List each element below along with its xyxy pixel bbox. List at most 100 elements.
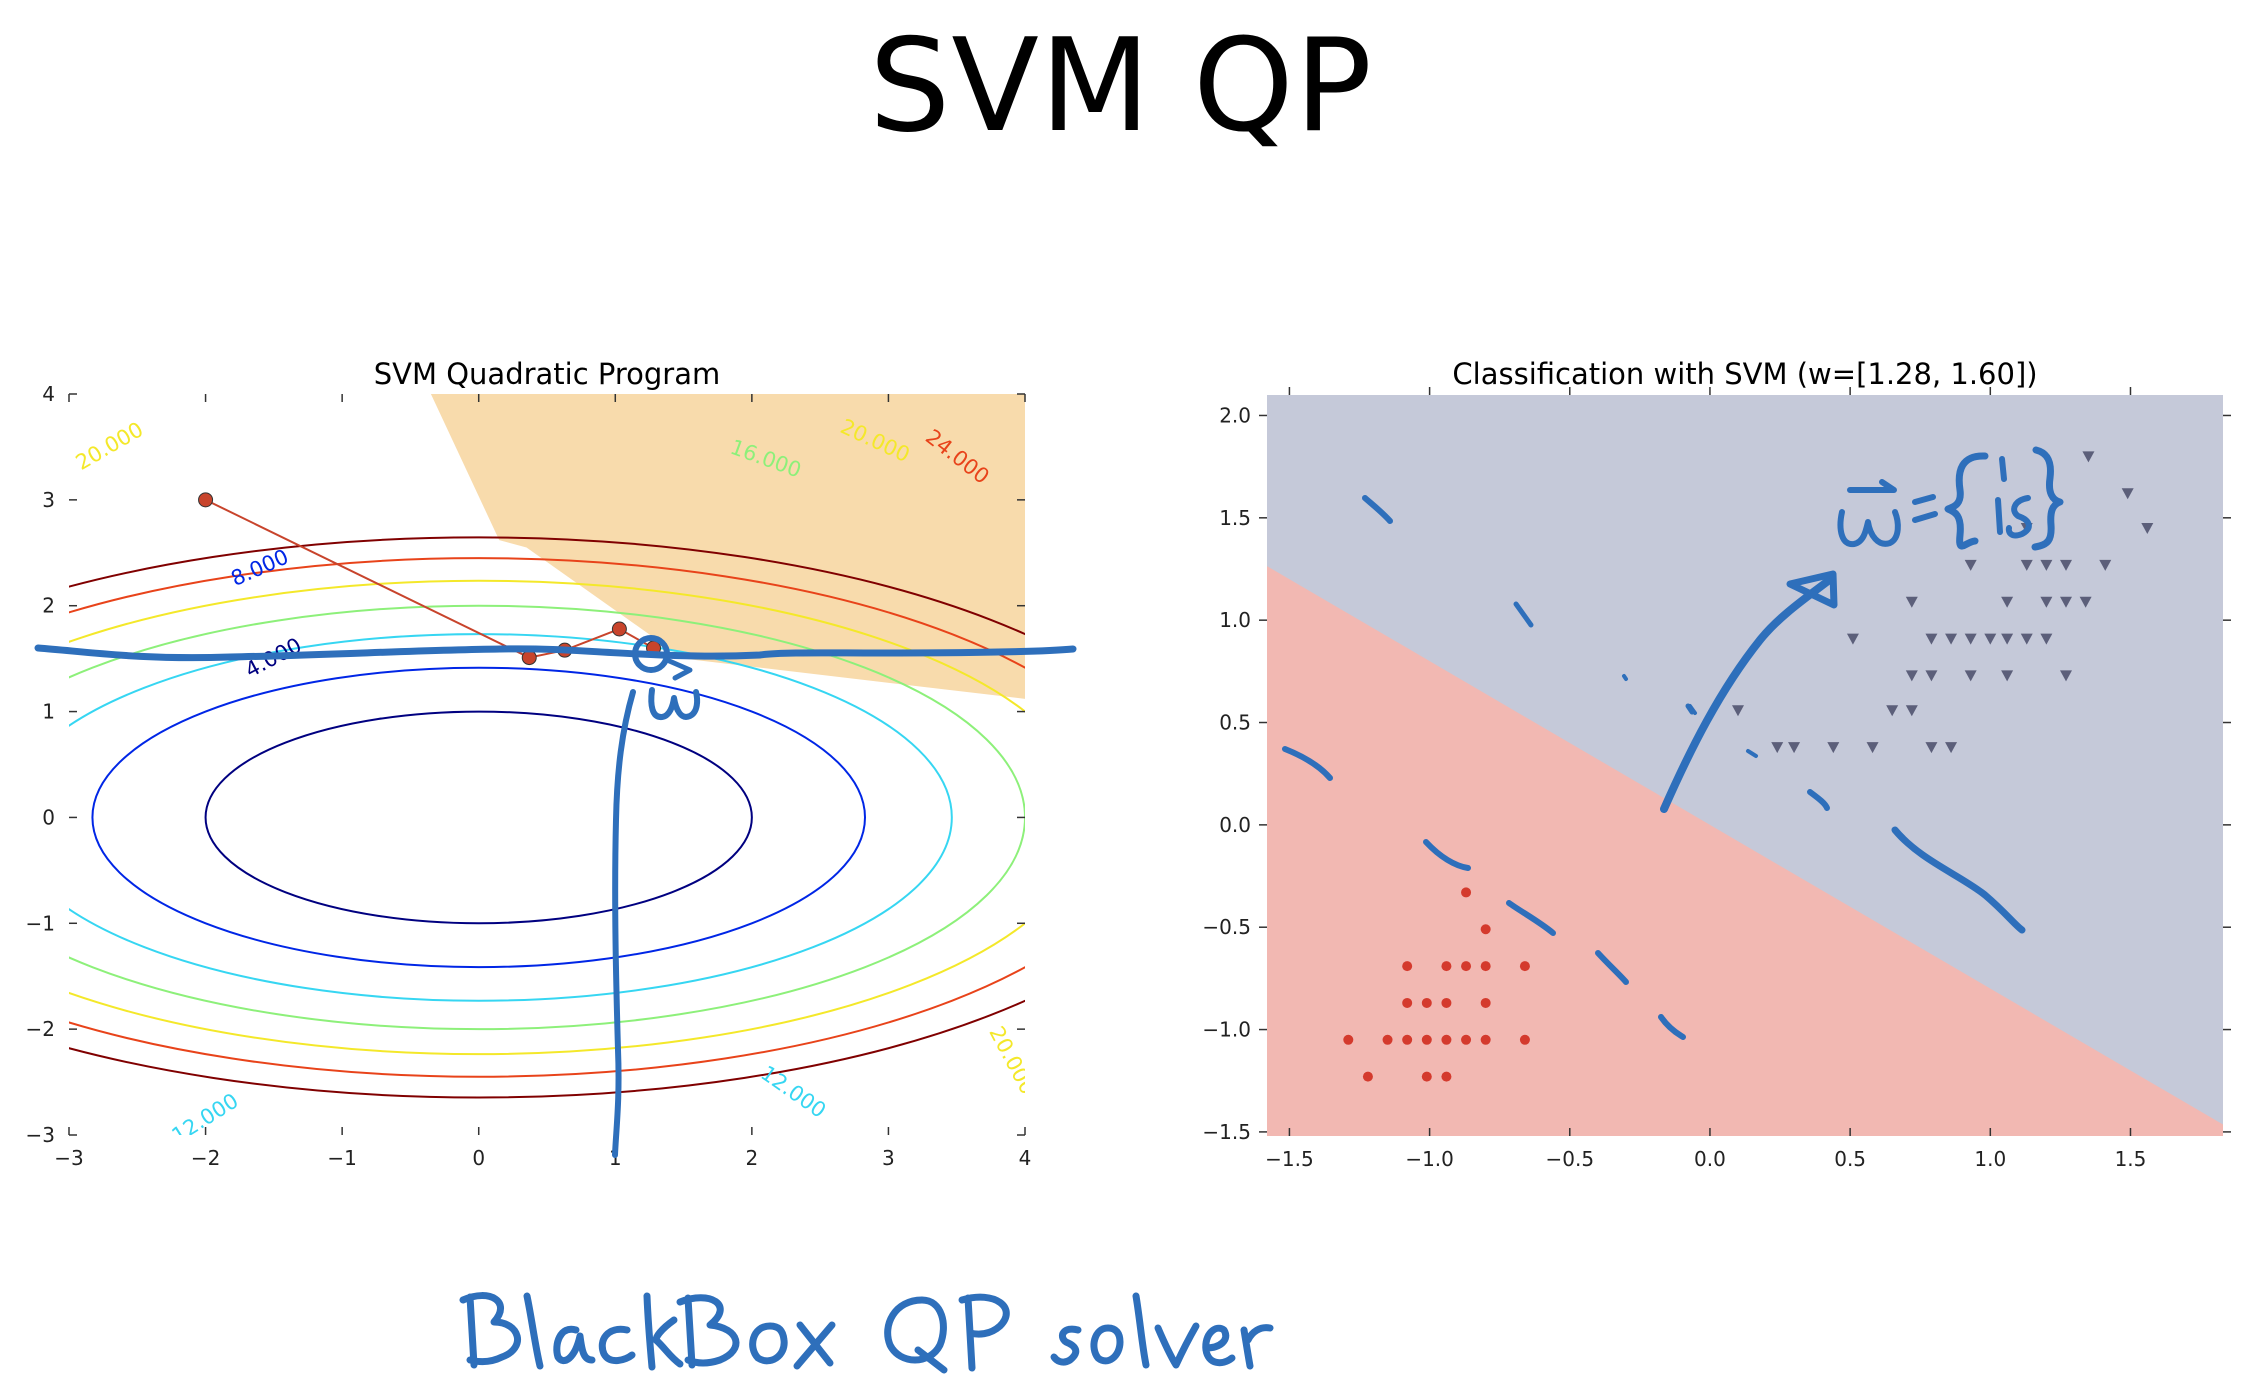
positive-class-point xyxy=(1788,742,1801,754)
positive-class-point xyxy=(2121,488,2134,500)
contour-label: 20.000 xyxy=(72,417,148,475)
positive-class-point xyxy=(1945,633,1958,645)
ink-w-arrow-top xyxy=(664,657,693,681)
negative-class-point xyxy=(1343,1034,1354,1045)
ink-w-hat-arrow xyxy=(1847,479,1897,493)
negative-class-point xyxy=(1441,1034,1452,1045)
contour-label: 20.000 xyxy=(984,1022,1040,1098)
ink-stroke-8 xyxy=(1622,674,1628,681)
negative-class-point xyxy=(1461,961,1472,972)
negative-class-point xyxy=(1421,997,1432,1008)
positive-class-point xyxy=(1886,705,1899,717)
negative-class-point xyxy=(1480,1034,1491,1045)
positive-class-point xyxy=(2020,559,2033,571)
contour-line xyxy=(91,666,866,969)
y-tick-label: 0.0 xyxy=(1219,813,1251,837)
negative-class-point xyxy=(1519,961,1530,972)
x-tick-label: 0.0 xyxy=(1694,1147,1726,1171)
y-tick-label: −0.5 xyxy=(1202,915,1251,939)
qp-plot-title: SVM Quadratic Program xyxy=(374,357,721,391)
positive-class-point xyxy=(1925,633,1938,645)
feasible-region xyxy=(430,394,1025,699)
classification-plot-title: Classification with SVM (w=[1.28, 1.60]) xyxy=(1452,357,2037,391)
positive-class-point xyxy=(1964,670,1977,682)
negative-class-point xyxy=(1382,1034,1393,1045)
ink-stroke-1 xyxy=(1362,495,1393,524)
optimizer-step-point xyxy=(611,621,627,637)
negative-class-point xyxy=(1461,887,1472,898)
positive-class-point xyxy=(2040,559,2053,571)
negative-class-point xyxy=(1421,1071,1432,1082)
ink-brace-close xyxy=(2031,446,2064,551)
x-tick-label: 1.5 xyxy=(2115,1147,2147,1171)
classification-plot: Classification with SVM (w=[1.28, 1.60])… xyxy=(1202,357,2231,1171)
positive-class-point xyxy=(1866,742,1879,754)
y-tick-label: −1.5 xyxy=(1202,1120,1251,1144)
y-tick-label: −1.0 xyxy=(1202,1018,1251,1042)
negative-class-point xyxy=(1461,1034,1472,1045)
positive-class-point xyxy=(2099,559,2112,571)
handwritten-note xyxy=(459,1292,1274,1374)
positive-class-point xyxy=(2040,633,2053,645)
y-tick-label: 4 xyxy=(42,382,55,406)
positive-class-point xyxy=(1846,633,1859,645)
y-tick-label: −3 xyxy=(26,1123,55,1147)
ink-w-letter-right xyxy=(1837,509,1901,548)
y-tick-label: 2 xyxy=(42,594,55,618)
slide-title: SVM QP xyxy=(869,12,1373,161)
negative-class-region xyxy=(1267,566,2223,1136)
positive-class-point xyxy=(1905,705,1918,717)
ink-stroke-2 xyxy=(1513,601,1534,628)
ink-stroke-4 xyxy=(1423,839,1471,871)
positive-class-point xyxy=(1827,742,1840,754)
positive-class-point xyxy=(2020,633,2033,645)
positive-class-point xyxy=(2060,559,2073,571)
y-tick-label: 1.5 xyxy=(1219,506,1251,530)
contour-label: 12.000 xyxy=(168,1089,243,1148)
x-tick-label: −2 xyxy=(191,1146,220,1170)
negative-class-point xyxy=(1362,1071,1373,1082)
x-tick-label: −1.5 xyxy=(1265,1147,1314,1171)
positive-class-point xyxy=(1964,633,1977,645)
ink-arrow-shaft xyxy=(1660,574,1836,813)
ink-brace-open xyxy=(1944,452,1989,550)
contour-line xyxy=(204,710,753,925)
contour-line xyxy=(69,536,1025,1099)
negative-class-point xyxy=(1441,961,1452,972)
negative-class-point xyxy=(1421,1034,1432,1045)
ink-constraint-curve xyxy=(34,644,1077,662)
positive-class-point xyxy=(1925,742,1938,754)
contour-line xyxy=(69,604,1025,1031)
y-tick-label: 0 xyxy=(42,805,55,829)
y-tick-label: −1 xyxy=(26,911,55,935)
y-tick-label: −2 xyxy=(26,1017,55,1041)
x-tick-label: −1.0 xyxy=(1405,1147,1454,1171)
negative-class-point xyxy=(1480,924,1491,935)
ink-stroke-10 xyxy=(1746,749,1758,758)
ink-stroke-11 xyxy=(1807,789,1830,811)
positive-class-point xyxy=(1964,559,1977,571)
positive-class-point xyxy=(2082,451,2095,463)
positive-class-point xyxy=(1731,705,1744,717)
y-tick-label: 0.5 xyxy=(1219,711,1251,735)
y-tick-label: 1 xyxy=(42,700,55,724)
negative-class-point xyxy=(1441,997,1452,1008)
handwritten-annotations xyxy=(34,446,2064,1374)
x-tick-label: −0.5 xyxy=(1545,1147,1594,1171)
positive-class-point xyxy=(2001,633,2014,645)
contour-line xyxy=(69,557,1025,1078)
ink-stroke-6 xyxy=(1595,950,1629,985)
x-tick-label: 4 xyxy=(1019,1146,1032,1170)
negative-class-point xyxy=(1480,961,1491,972)
contour-line xyxy=(69,633,953,1002)
negative-class-point xyxy=(1402,997,1413,1008)
optimizer-step-point xyxy=(521,650,537,666)
negative-class-point xyxy=(1519,1034,1530,1045)
contour-lines xyxy=(69,536,1025,1099)
y-tick-label: 2.0 xyxy=(1219,403,1251,427)
y-tick-label: 1.0 xyxy=(1219,608,1251,632)
ink-w-letter xyxy=(648,687,701,720)
x-tick-label: −1 xyxy=(327,1146,356,1170)
